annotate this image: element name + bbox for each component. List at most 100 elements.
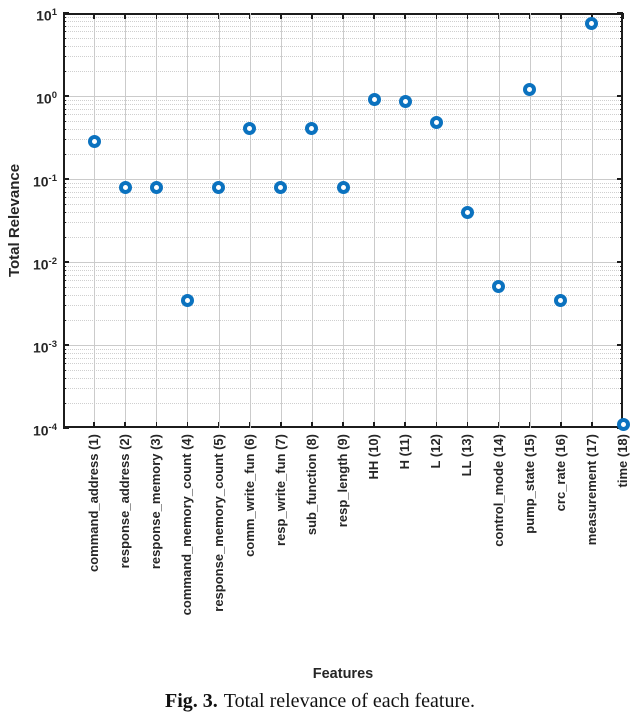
y-minor-tick-right bbox=[620, 21, 623, 23]
x-tick-top bbox=[124, 13, 126, 19]
x-tick-bottom bbox=[93, 422, 95, 428]
x-gridline bbox=[156, 13, 158, 428]
y-minor-tick-left bbox=[63, 71, 66, 72]
x-tick-bottom bbox=[497, 422, 500, 428]
x-tick-label-text: measurement (17) bbox=[583, 434, 599, 546]
x-tick-label-text: L (12) bbox=[428, 434, 444, 469]
y-minor-tick-right bbox=[620, 388, 623, 390]
y-tick-label: 10-3 bbox=[32, 339, 57, 356]
y-tick-exponent: -1 bbox=[48, 173, 57, 184]
data-point-marker bbox=[243, 121, 257, 135]
figure-caption: Fig. 3. Total relevance of each feature. bbox=[0, 690, 640, 713]
y-tick-left bbox=[63, 178, 69, 180]
y-minor-tick-right bbox=[620, 191, 623, 193]
y-minor-tick-right bbox=[620, 270, 623, 272]
y-minor-tick-left bbox=[63, 56, 66, 58]
y-tick-left bbox=[63, 344, 69, 346]
x-tick-bottom bbox=[124, 422, 126, 428]
y-tick-exponent: -3 bbox=[48, 339, 57, 350]
y-minor-tick-right bbox=[620, 104, 623, 106]
data-point-marker bbox=[180, 294, 194, 308]
x-gridline bbox=[218, 13, 220, 428]
data-point-marker bbox=[523, 82, 537, 96]
y-minor-tick-right bbox=[620, 31, 623, 33]
x-tick-label-text: resp_length (9) bbox=[335, 434, 350, 528]
y-minor-tick-right bbox=[620, 139, 623, 141]
x-tick-bottom bbox=[155, 422, 158, 428]
y-minor-tick-left bbox=[63, 363, 66, 365]
x-tick-bottom bbox=[591, 422, 593, 428]
y-minor-tick-left bbox=[63, 187, 66, 189]
caption-text: Total relevance of each feature. bbox=[223, 690, 475, 712]
x-tick-label-text: sub_function (8) bbox=[303, 434, 319, 536]
y-minor-tick-right bbox=[620, 237, 623, 238]
x-tick-top bbox=[497, 13, 500, 19]
y-minor-tick-left bbox=[63, 21, 66, 23]
y-minor-tick-left bbox=[63, 348, 66, 350]
y-minor-tick-right bbox=[620, 46, 623, 48]
y-minor-tick-right bbox=[620, 357, 623, 359]
x-tick-bottom bbox=[435, 422, 438, 428]
y-tick-right bbox=[617, 95, 623, 97]
x-tick-bottom bbox=[373, 422, 375, 428]
y-minor-tick-left bbox=[63, 197, 66, 199]
x-tick-label-text: response_memory (3) bbox=[148, 434, 164, 570]
x-gridline bbox=[405, 13, 407, 428]
y-minor-tick-right bbox=[620, 37, 623, 39]
y-minor-tick-right bbox=[620, 222, 623, 224]
x-gridline bbox=[125, 13, 127, 428]
x-gridline bbox=[187, 13, 189, 428]
y-tick-left bbox=[63, 95, 69, 97]
x-tick-bottom bbox=[560, 422, 562, 428]
y-minor-tick-left bbox=[63, 353, 66, 355]
y-minor-tick-right bbox=[620, 25, 623, 27]
y-minor-tick-right bbox=[620, 348, 623, 350]
y-tick-right bbox=[617, 178, 623, 180]
y-minor-tick-left bbox=[63, 388, 66, 390]
data-point-marker bbox=[367, 93, 381, 107]
y-tick-right bbox=[617, 12, 623, 14]
y-minor-tick-right bbox=[620, 56, 623, 58]
y-minor-tick-left bbox=[63, 25, 66, 27]
x-tick-label-text: control_mode (14) bbox=[490, 434, 506, 547]
x-axis-label: Features bbox=[312, 666, 374, 682]
y-minor-tick-left bbox=[63, 129, 66, 131]
y-minor-tick-right bbox=[620, 154, 623, 155]
y-minor-tick-right bbox=[620, 108, 623, 110]
x-tick-label: time (18) bbox=[615, 433, 640, 487]
x-gridline bbox=[529, 13, 531, 428]
y-minor-tick-right bbox=[620, 129, 623, 131]
y-tick-label: 10-4 bbox=[32, 422, 57, 439]
x-tick-label-text: comm_write_fun (6) bbox=[241, 434, 257, 557]
x-tick-label-text: crc_rate (16) bbox=[552, 434, 568, 512]
y-minor-tick-right bbox=[620, 182, 623, 184]
y-minor-tick-left bbox=[63, 182, 66, 184]
x-gridline bbox=[498, 13, 500, 428]
y-axis-label: Total Relevance bbox=[0, 13, 30, 428]
y-minor-tick-right bbox=[620, 403, 623, 404]
y-minor-tick-right bbox=[620, 286, 623, 288]
x-tick-bottom bbox=[217, 422, 220, 428]
x-gridline bbox=[374, 13, 376, 428]
y-minor-tick-right bbox=[620, 274, 623, 276]
x-tick-top bbox=[528, 13, 531, 19]
x-tick-label-text: H (11) bbox=[397, 434, 413, 470]
y-minor-tick-left bbox=[63, 403, 66, 404]
x-tick-bottom bbox=[280, 422, 282, 428]
y-minor-tick-left bbox=[63, 369, 66, 371]
x-tick-bottom bbox=[311, 422, 313, 428]
y-minor-tick-left bbox=[63, 320, 66, 321]
y-minor-tick-left bbox=[63, 154, 66, 155]
y-minor-tick-right bbox=[620, 16, 623, 18]
y-minor-tick-right bbox=[620, 369, 623, 371]
x-tick-top bbox=[248, 13, 251, 19]
y-tick-left bbox=[63, 261, 69, 263]
y-minor-tick-right bbox=[620, 295, 623, 297]
x-gridline bbox=[436, 13, 438, 428]
data-point-marker bbox=[118, 181, 132, 195]
x-tick-bottom bbox=[404, 422, 406, 428]
y-minor-tick-left bbox=[63, 104, 66, 106]
y-minor-tick-left bbox=[63, 295, 66, 297]
x-tick-bottom bbox=[528, 422, 531, 428]
x-tick-bottom bbox=[342, 422, 344, 428]
